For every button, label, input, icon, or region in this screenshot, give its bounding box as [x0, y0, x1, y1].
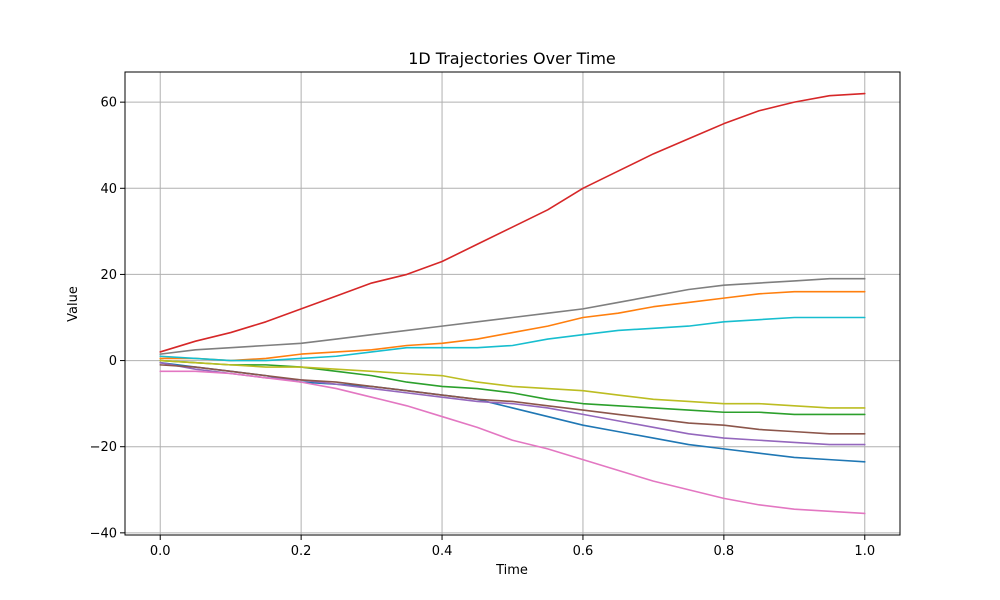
x-axis-label: Time: [495, 563, 528, 578]
series-line-9: [159, 359, 866, 409]
y-axis-label: Value: [66, 286, 81, 322]
y-tick-label: 20: [100, 268, 117, 283]
y-tick-label: 60: [100, 96, 117, 111]
y-tick-label: 0: [109, 354, 117, 369]
ticks: 0.0 0.2 0.4 0.6 0.8 1.0 −40 −20 0 20 40 60: [90, 96, 876, 559]
axes-frame: [124, 71, 901, 536]
y-tick-label: −40: [90, 526, 117, 541]
chart-title: 1D Trajectories Over Time: [408, 49, 616, 68]
x-tick-label: 0.0: [150, 544, 171, 559]
x-tick-label: 0.4: [432, 544, 453, 559]
series-line-6: [159, 364, 866, 435]
series-line-2: [159, 290, 866, 362]
series-line-7: [159, 370, 866, 515]
series-line-4: [159, 92, 866, 353]
series-line-8: [159, 277, 866, 355]
series-lines: [159, 92, 866, 515]
x-tick-label: 0.6: [573, 544, 594, 559]
y-tick-label: −20: [90, 440, 117, 455]
x-tick-label: 0.8: [714, 544, 735, 559]
series-line-10: [159, 316, 866, 362]
y-tick-label: 40: [100, 182, 117, 197]
x-tick-label: 0.2: [291, 544, 312, 559]
series-line-3: [159, 359, 866, 416]
x-tick-label: 1.0: [854, 544, 875, 559]
grid: [125, 72, 900, 535]
